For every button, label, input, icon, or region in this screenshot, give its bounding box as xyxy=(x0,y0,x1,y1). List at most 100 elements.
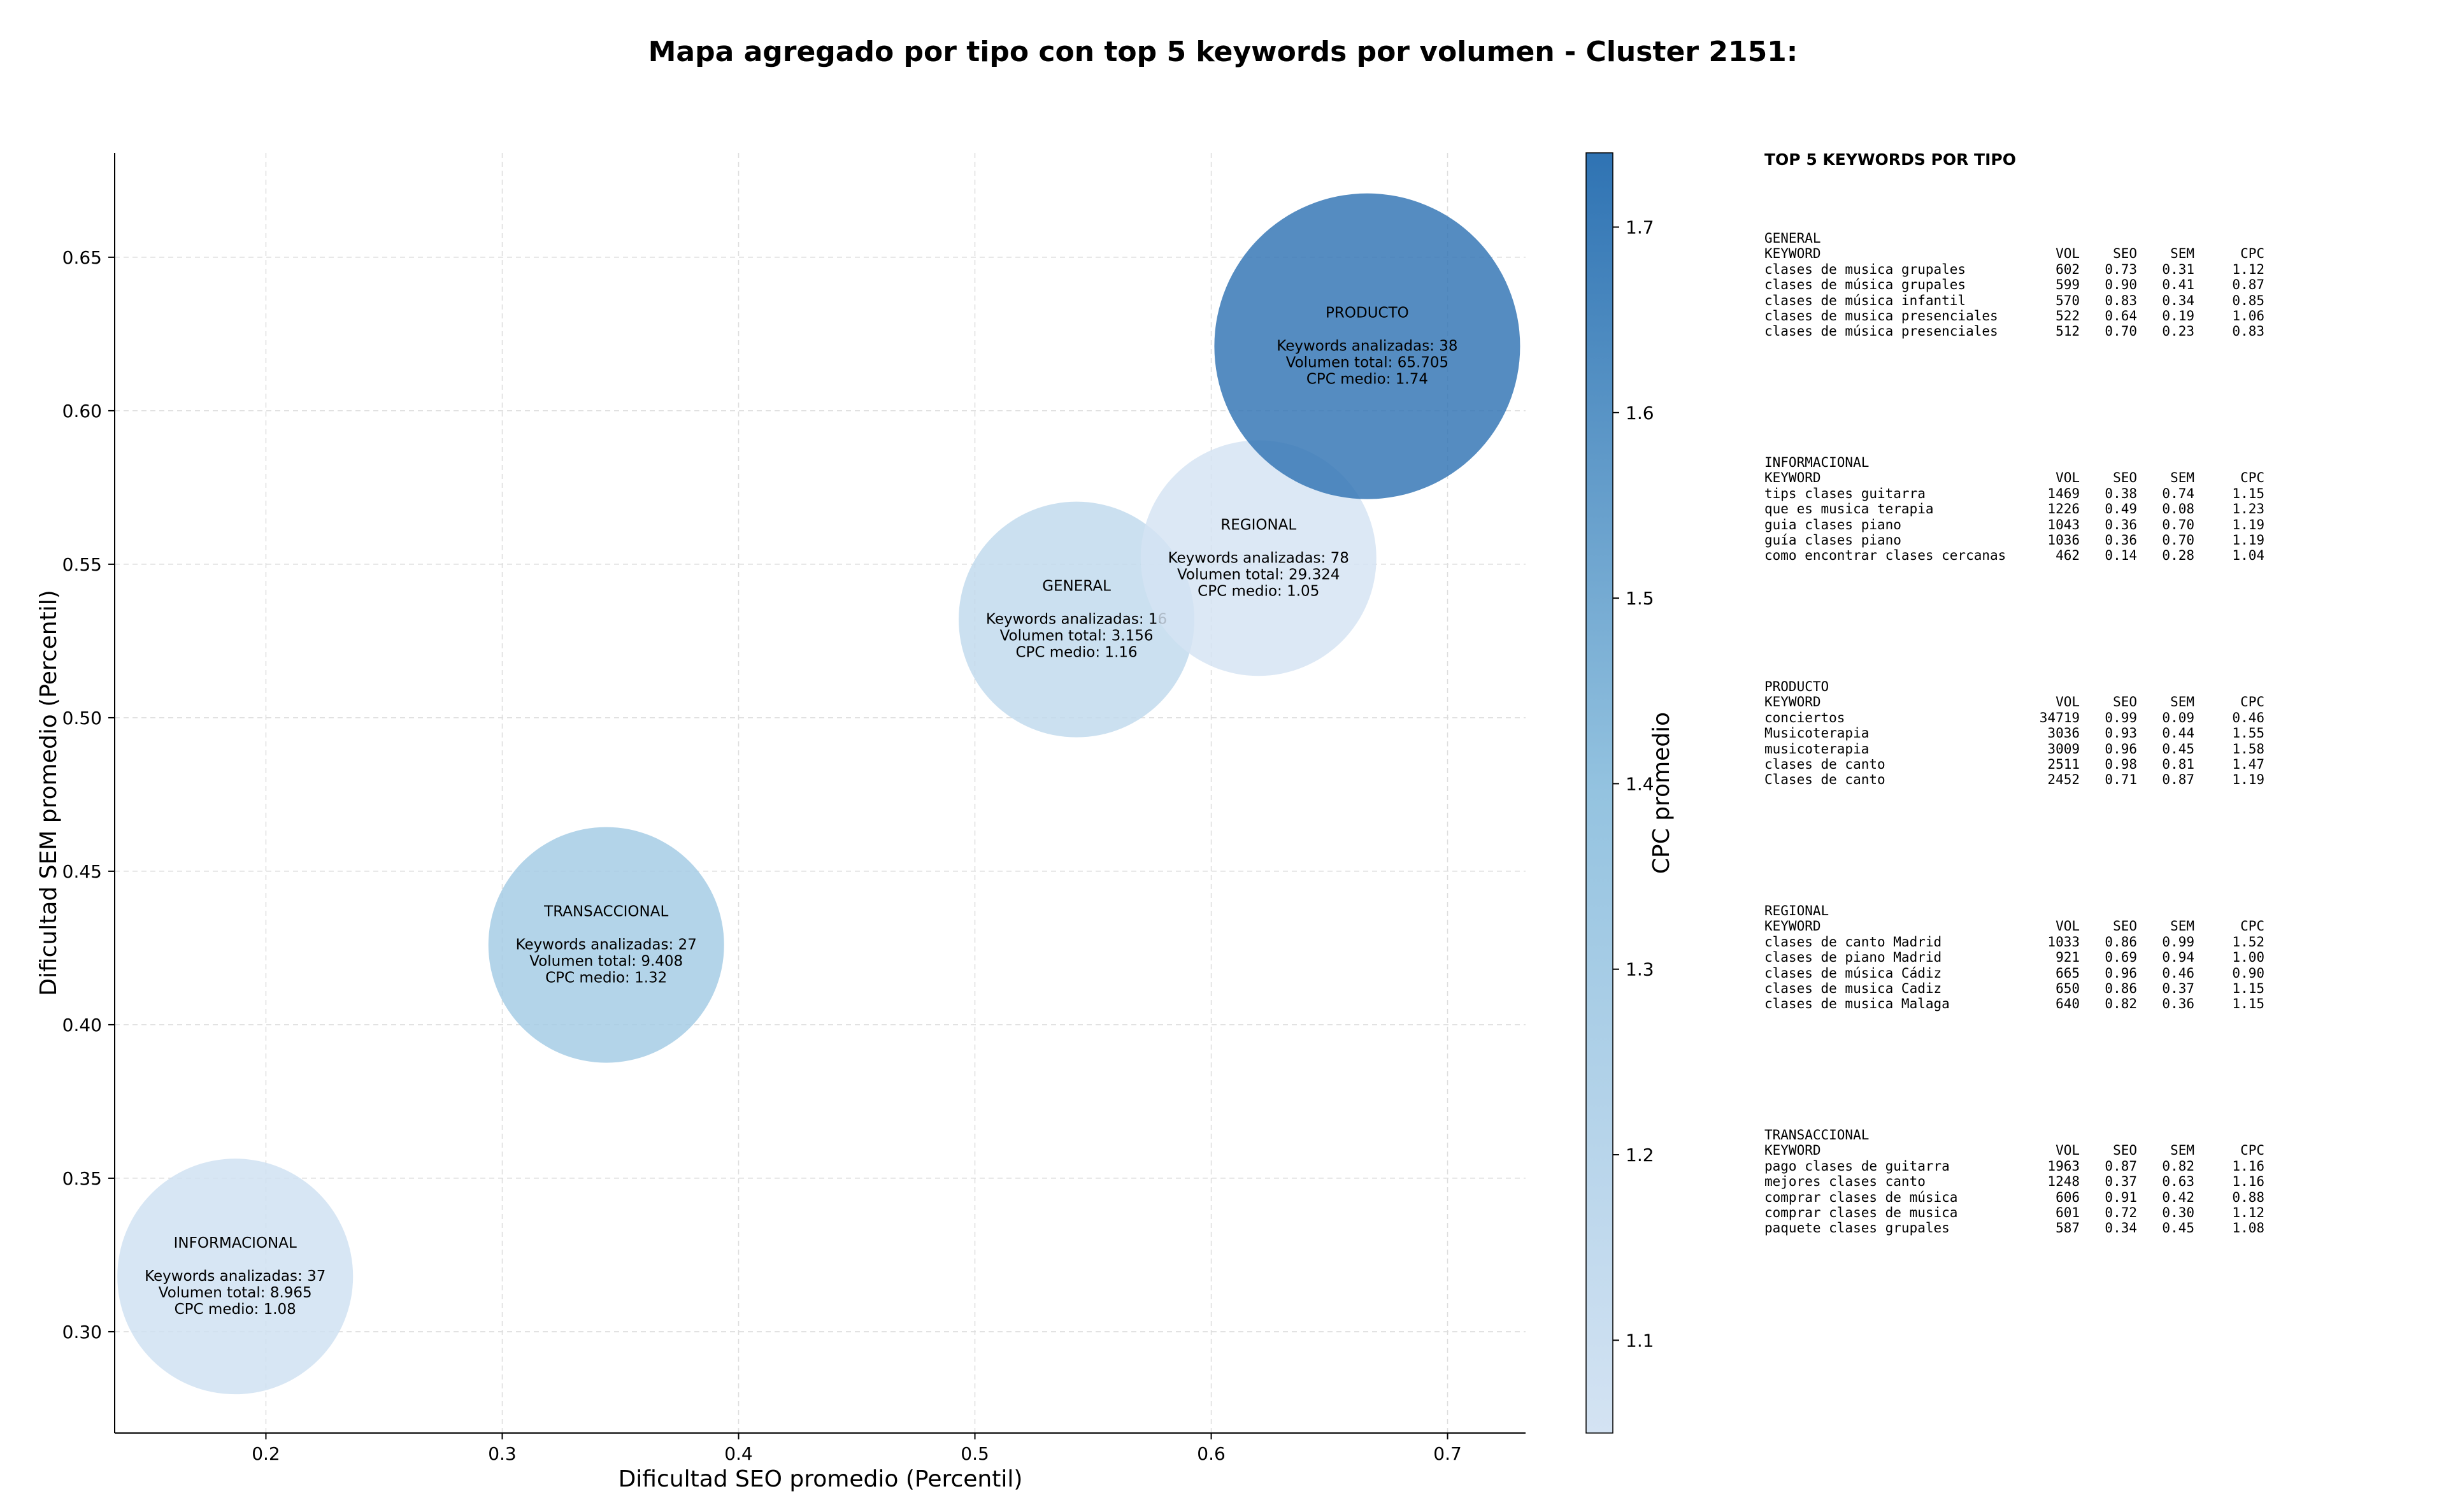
kw-cell: 0.46 xyxy=(2162,965,2194,981)
bubble-stat-label: Volumen total: 65.705 xyxy=(1286,355,1449,371)
bubble-stat-label: Keywords analizadas: 78 xyxy=(1168,550,1349,566)
bubble-transaccional: TRANSACCIONAL Keywords analizadas: 27Volu… xyxy=(488,827,724,1063)
kw-column-header: CPC xyxy=(2240,470,2264,486)
bubble-stat-label: Keywords analizadas: 38 xyxy=(1277,338,1457,355)
kw-cell: 0.90 xyxy=(2232,965,2264,981)
kw-column-header: SEO xyxy=(2113,246,2137,262)
bubble-type-label: TRANSACCIONAL xyxy=(543,904,668,920)
kw-cell: 0.98 xyxy=(2105,756,2137,772)
x-tick-label: 0.4 xyxy=(724,1443,753,1464)
kw-column-header: VOL xyxy=(2056,918,2080,934)
kw-cell: 1.04 xyxy=(2232,548,2264,564)
kw-cell: 1036 xyxy=(2047,532,2080,548)
kw-cell: 1.16 xyxy=(2232,1174,2264,1190)
kw-cell: 0.31 xyxy=(2162,261,2194,277)
kw-cell: 0.45 xyxy=(2162,1220,2194,1236)
kw-cell: 0.99 xyxy=(2105,710,2137,725)
kw-cell: que es musica terapia xyxy=(1764,501,1934,517)
colorbar-tick-label: 1.4 xyxy=(1626,773,1654,794)
kw-table-header: KEYWORD VOL SEO SEM CPC xyxy=(1764,918,2264,934)
kw-table-informacional: INFORMACIONAL KEYWORD VOL SEO SEM CPC tips cla… xyxy=(1764,455,2264,564)
kw-cell: 1963 xyxy=(2047,1158,2080,1174)
kw-cell: 1.12 xyxy=(2232,1204,2264,1220)
kw-cell: 0.87 xyxy=(2232,277,2264,293)
x-tick-label: 0.5 xyxy=(961,1443,989,1464)
kw-table-producto: PRODUCTO KEYWORD VOL SEO SEM CPC conciertos 347… xyxy=(1764,679,2264,788)
kw-cell: pago clases de guitarra xyxy=(1764,1158,1950,1174)
kw-cell: Musicoterapia xyxy=(1764,725,1870,741)
kw-cell: 0.87 xyxy=(2162,772,2194,788)
kw-column-header: VOL xyxy=(2056,1143,2080,1159)
kw-cell: 0.49 xyxy=(2105,501,2137,517)
kw-cell: 1033 xyxy=(2047,934,2080,950)
kw-cell: 0.74 xyxy=(2162,485,2194,501)
colorbar-tick-label: 1.5 xyxy=(1626,588,1654,609)
kw-column-header: VOL xyxy=(2056,246,2080,262)
kw-cell: 1043 xyxy=(2047,517,2080,532)
kw-cell: 0.96 xyxy=(2105,965,2137,981)
kw-table-type: INFORMACIONAL xyxy=(1764,455,1870,470)
colorbar-tick-label: 1.1 xyxy=(1626,1330,1654,1351)
kw-cell: 602 xyxy=(2056,261,2080,277)
kw-cell: 0.37 xyxy=(2162,980,2194,996)
colorbar-tick-label: 1.3 xyxy=(1626,959,1654,980)
kw-cell: 2452 xyxy=(2047,772,2080,788)
kw-cell: 512 xyxy=(2056,324,2080,339)
kw-cell: 921 xyxy=(2056,950,2080,966)
kw-cell: 1.06 xyxy=(2232,308,2264,324)
kw-cell: 0.90 xyxy=(2105,277,2137,293)
top5-heading: TOP 5 KEYWORDS POR TIPO xyxy=(1764,150,2016,169)
kw-table-type: PRODUCTO xyxy=(1764,679,1829,694)
bubble-stat-label: Keywords analizadas: 16 xyxy=(986,611,1167,628)
kw-table-transaccional: TRANSACCIONAL KEYWORD VOL SEO SEM CPC pago cla… xyxy=(1764,1127,2264,1236)
kw-cell: 0.88 xyxy=(2232,1189,2264,1205)
kw-cell: clases de musica Cadiz xyxy=(1764,980,1942,996)
kw-cell: 0.09 xyxy=(2162,710,2194,725)
kw-column-header: KEYWORD xyxy=(1764,470,1821,486)
kw-cell: mejores clases canto xyxy=(1764,1174,1926,1190)
kw-table-row: Clases de canto 2452 0.71 0.87 1.19 xyxy=(1764,772,2264,787)
kw-cell: 1.47 xyxy=(2232,756,2264,772)
bubble-stat-label: Volumen total: 29.324 xyxy=(1177,566,1340,583)
y-tick-label: 0.45 xyxy=(62,861,102,882)
bubble-circle xyxy=(1140,440,1377,676)
kw-cell: 1.23 xyxy=(2232,501,2264,517)
kw-table-row: Musicoterapia 3036 0.93 0.44 1.55 xyxy=(1764,725,2264,741)
kw-table-row: conciertos 34719 0.99 0.09 0.46 xyxy=(1764,710,2264,725)
x-tick-label: 0.7 xyxy=(1433,1443,1462,1464)
kw-cell: 650 xyxy=(2056,980,2080,996)
kw-column-header: KEYWORD xyxy=(1764,246,1821,262)
kw-cell: 0.82 xyxy=(2105,996,2137,1012)
kw-cell: 570 xyxy=(2056,292,2080,308)
kw-cell: tips clases guitarra xyxy=(1764,485,1926,501)
y-tick-label: 0.65 xyxy=(62,247,102,268)
kw-column-header: SEO xyxy=(2113,918,2137,934)
y-axis-label: Dificultad SEM promedio (Percentil) xyxy=(36,590,62,996)
kw-cell: 1.15 xyxy=(2232,996,2264,1012)
kw-cell: 1.52 xyxy=(2232,934,2264,950)
kw-cell: 1.15 xyxy=(2232,485,2264,501)
kw-cell: 0.99 xyxy=(2162,934,2194,950)
kw-cell: 3036 xyxy=(2047,725,2080,741)
kw-table-regional: REGIONAL KEYWORD VOL SEO SEM CPC clases de can… xyxy=(1764,903,2264,1012)
bubble-stat-label: Volumen total: 8.965 xyxy=(159,1285,312,1301)
colorbar-tick-label: 1.2 xyxy=(1626,1145,1654,1166)
grid-lines xyxy=(115,153,1526,1433)
kw-cell: 0.70 xyxy=(2162,517,2194,532)
kw-cell: musicoterapia xyxy=(1764,741,1870,757)
kw-cell: 0.28 xyxy=(2162,548,2194,564)
kw-cell: Clases de canto xyxy=(1764,772,1885,788)
colorbar-label: CPC promedio xyxy=(1649,712,1675,874)
kw-cell: 0.70 xyxy=(2162,532,2194,548)
kw-table-row: comprar clases de musica 601 0.72 0.30 1.12 xyxy=(1764,1205,2264,1220)
kw-cell: 601 xyxy=(2056,1204,2080,1220)
colorbar-gradient xyxy=(1585,152,1613,1434)
axes: 0.2 0.3 0.4 0.5 0.6 0.7 0.30 0.35 0.40 0.45 0.50 0.… xyxy=(62,153,1526,1464)
kw-cell: 0.71 xyxy=(2105,772,2137,788)
x-tick-label: 0.2 xyxy=(252,1443,280,1464)
kw-table-row: clases de musica presenciales 522 0.64 0.19… xyxy=(1764,308,2264,324)
kw-cell: 3009 xyxy=(2047,741,2080,757)
kw-cell: 0.41 xyxy=(2162,277,2194,293)
bubble-stat-label: Keywords analizadas: 27 xyxy=(516,937,697,953)
